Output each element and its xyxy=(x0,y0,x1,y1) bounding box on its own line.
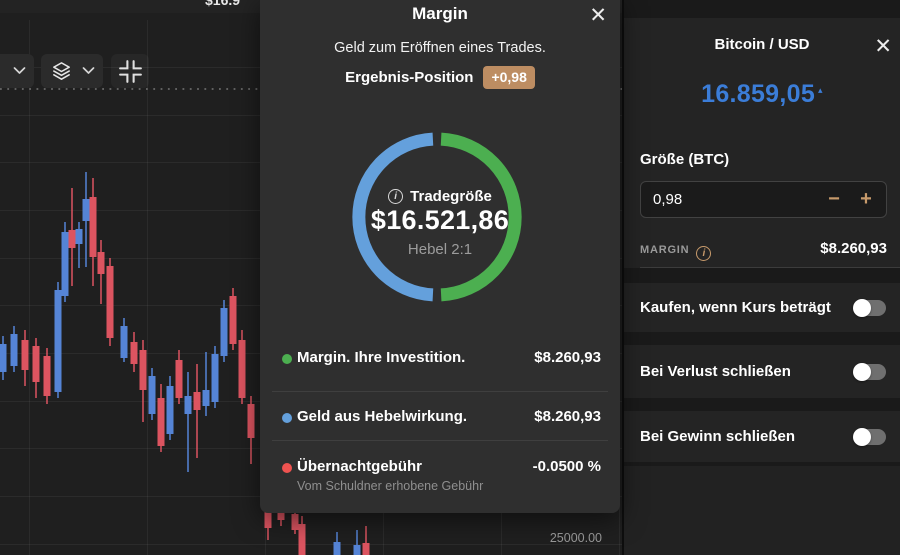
collapse-icon xyxy=(118,59,142,83)
price-axis-label: 25000.00 xyxy=(549,531,602,545)
toggle-knob xyxy=(853,427,871,446)
margin-modal: Margin ✕ Geld zum Eröffnen eines Trades.… xyxy=(260,0,620,513)
red-dot-icon xyxy=(282,463,292,473)
row-value: $8.260,93 xyxy=(534,349,601,366)
row-label: Margin. Ihre Investition. xyxy=(297,349,466,366)
toggle-label: Bei Gewinn schließen xyxy=(640,428,796,445)
order-panel-bottom-card xyxy=(624,466,900,555)
divider xyxy=(272,391,608,392)
chevron-down-icon xyxy=(13,67,26,74)
decrease-size-button[interactable]: − xyxy=(828,188,840,210)
row-value: -0.0500 % xyxy=(532,458,601,475)
divider xyxy=(272,440,608,441)
trade-size-value: $16.521,86 xyxy=(370,205,510,235)
price-value: 16.859,05 xyxy=(701,80,816,108)
green-dot-icon xyxy=(282,354,292,364)
row-label: Übernachtgebühr xyxy=(297,458,423,475)
margin-info-icon[interactable]: i xyxy=(696,246,712,261)
toggle-knob xyxy=(853,298,871,317)
close-on-loss-toggle[interactable] xyxy=(853,362,886,381)
close-on-loss-row: Bei Verlust schließen xyxy=(624,345,900,398)
toggle-label: Bei Verlust schließen xyxy=(640,363,791,380)
modal-close-icon[interactable]: ✕ xyxy=(589,4,607,27)
result-position-badge: +0,98 xyxy=(483,66,535,89)
size-input[interactable]: 0,98 − + xyxy=(640,181,887,218)
chevron-down-icon xyxy=(82,67,94,74)
info-icon[interactable]: i xyxy=(388,189,404,204)
collapse-toolbar-button[interactable] xyxy=(111,54,149,88)
row-label: Geld aus Hebelwirkung. xyxy=(297,408,468,425)
chart-interval-button[interactable] xyxy=(0,54,34,88)
close-on-profit-row: Bei Gewinn schließen xyxy=(624,411,900,462)
layers-dropdown-button[interactable] xyxy=(41,54,103,88)
leverage-label: Hebel 2:1 xyxy=(407,241,473,258)
margin-summary-row: MARGIN i $8.260,93 xyxy=(640,240,887,261)
close-on-profit-toggle[interactable] xyxy=(853,427,886,446)
panel-close-icon[interactable]: ✕ xyxy=(874,35,892,58)
margin-label: MARGIN xyxy=(640,244,690,256)
order-panel-top-card xyxy=(624,18,900,268)
margin-donut-chart xyxy=(352,132,522,302)
row-value: $8.260,93 xyxy=(534,408,601,425)
result-position-label: Ergebnis-Position xyxy=(345,69,474,86)
margin-value: $8.260,93 xyxy=(820,240,887,257)
size-value[interactable]: 0,98 xyxy=(653,191,683,208)
chart-price-label: $16.9 xyxy=(205,0,241,8)
price-up-icon: ▴ xyxy=(818,85,823,95)
instrument-title: Bitcoin / USD xyxy=(714,36,810,53)
trade-size-label: Tradegröße xyxy=(410,188,492,205)
modal-subtitle: Geld zum Eröffnen eines Trades. xyxy=(334,40,546,56)
donut-green-arc xyxy=(440,132,522,302)
toggle-label: Kaufen, wenn Kurs beträgt xyxy=(640,299,831,316)
instrument-price: 16.859,05 ▴ xyxy=(624,80,900,109)
size-label: Größe (BTC) xyxy=(640,151,730,168)
buy-at-price-row: Kaufen, wenn Kurs beträgt xyxy=(624,283,900,332)
increase-size-button[interactable]: + xyxy=(860,188,872,210)
row-sublabel: Vom Schuldner erhobene Gebühr xyxy=(297,479,484,493)
buy-at-price-toggle[interactable] xyxy=(853,298,886,317)
donut-blue-arc xyxy=(352,132,434,302)
layers-icon xyxy=(52,61,70,80)
divider xyxy=(640,267,900,268)
blue-dot-icon xyxy=(282,413,292,423)
result-position-row: Ergebnis-Position +0,98 xyxy=(260,66,620,89)
trade-size-label-row: i Tradegröße xyxy=(260,188,620,205)
toggle-knob xyxy=(853,362,871,381)
order-panel: Bitcoin / USD ✕ 16.859,05 ▴ Größe (BTC) 0… xyxy=(622,0,900,555)
modal-title: Margin xyxy=(412,4,468,23)
